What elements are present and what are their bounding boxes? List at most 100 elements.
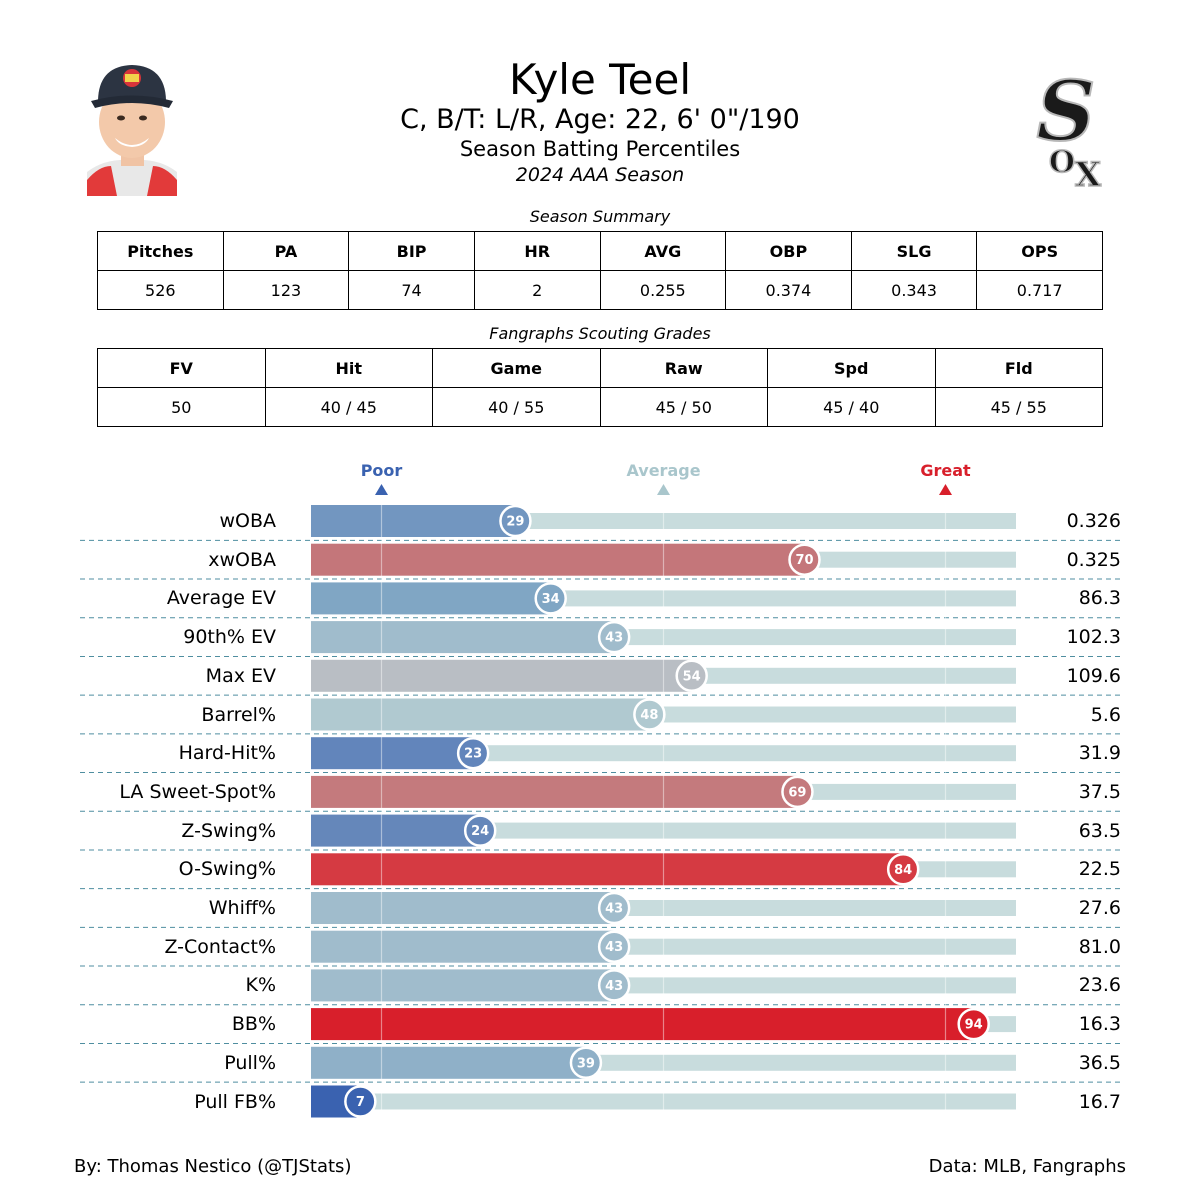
percentile-marker (886, 853, 920, 886)
percentile-marker (957, 1007, 990, 1041)
summary-header-ops: OPS (976, 231, 1103, 271)
metric-value: 109.6 (1066, 664, 1121, 687)
metric-value: 27.6 (1078, 897, 1121, 919)
summary-value-pa: 123 (222, 270, 350, 310)
bar (311, 582, 551, 615)
metric-label: Pull% (224, 1051, 276, 1074)
percentile-marker (499, 504, 532, 538)
bar (311, 737, 474, 770)
summary-header-pitches: Pitches (97, 231, 224, 271)
bar (311, 892, 615, 924)
metric-label: xwOBA (208, 548, 276, 571)
metric-label: 90th% EV (183, 626, 276, 649)
percentile-marker (597, 930, 631, 963)
metric-label: LA Sweet-Spot% (119, 780, 276, 803)
bar (311, 853, 904, 886)
metric-label: Barrel% (201, 703, 276, 726)
grades-value-game: 40 / 55 (432, 387, 601, 427)
summary-value-avg: 0.255 (599, 270, 727, 310)
percentile-marker (569, 1046, 603, 1080)
grades-header-fld: Fld (934, 348, 1103, 388)
bar (311, 930, 615, 963)
legend-poor-label: Poor (361, 461, 403, 480)
percentile-marker (788, 543, 821, 576)
percentile-marker (781, 775, 814, 809)
player-headshot (85, 60, 180, 196)
percentile-marker (463, 814, 497, 847)
player-info: C, B/T: L/R, Age: 22, 6' 0"/190 (400, 104, 800, 135)
summary-value-bip: 74 (348, 270, 475, 310)
metric-label: Average EV (166, 587, 276, 610)
summary-header-pa: PA (222, 231, 350, 271)
percentile-label: 23 (464, 747, 482, 762)
metric-value: 0.325 (1066, 548, 1121, 571)
summary-header-avg: AVG (599, 231, 727, 271)
svg-text:S: S (1036, 64, 1095, 160)
svg-text:O: O (1049, 145, 1075, 180)
summary-header-bip: BIP (348, 231, 475, 271)
metric-label: Max EV (205, 664, 276, 687)
grades-value-raw: 45 / 50 (599, 387, 768, 427)
bar-track (311, 1093, 1016, 1110)
percentile-label: 7 (356, 1095, 365, 1110)
grades-header-raw: Raw (599, 348, 768, 388)
percentile-marker (344, 1085, 377, 1118)
percentile-label: 39 (577, 1056, 595, 1071)
bar (311, 659, 692, 692)
footer-credit: By: Thomas Nestico (@TJStats) (74, 1156, 352, 1177)
season-label: 2024 AAA Season (515, 164, 685, 186)
metric-label: BB% (231, 1013, 276, 1036)
percentile-marker (675, 659, 708, 693)
percentile-chart: Poor Average Great 29 70 34 43 54 48 23 69 24 84 43 43… (80, 461, 1120, 1121)
grades-header-game: Game (432, 348, 601, 388)
footer-source: Data: MLB, Fangraphs (928, 1156, 1126, 1177)
percentile-label: 43 (605, 902, 623, 917)
metric-value: 16.7 (1078, 1090, 1121, 1113)
grades-header-hit: Hit (264, 348, 433, 388)
scouting-grades-table: FV Hit Game Raw Spd Fld 50 40 / 45 40 / 55 45 / … (97, 348, 1103, 427)
percentile-marker (456, 736, 490, 770)
bar (311, 1008, 974, 1041)
metric-label: Pull FB% (194, 1090, 276, 1113)
player-name: Kyle Teel (508, 55, 692, 104)
metric-value: 23.6 (1078, 974, 1121, 997)
metric-label: O-Swing% (178, 858, 276, 881)
metric-value: 63.5 (1078, 819, 1121, 842)
legend-average-label: Average (626, 461, 700, 480)
percentile-label: 43 (605, 940, 623, 955)
percentile-label: 54 (683, 669, 701, 684)
season-summary-table: Pitches PA BIP HR AVG OBP SLG OPS 526 123 74 2 0.25… (97, 231, 1103, 310)
metric-value: 22.5 (1078, 858, 1121, 881)
grades-value-fv: 50 (97, 387, 266, 427)
metric-value: 81.0 (1078, 935, 1121, 958)
legend-poor-marker (375, 484, 388, 495)
season-summary-title: Season Summary (529, 207, 671, 226)
percentile-label: 43 (605, 979, 623, 994)
scouting-grades-title: Fangraphs Scouting Grades (489, 324, 711, 343)
chart-subtitle: Season Batting Percentiles (459, 137, 741, 161)
metric-value: 16.3 (1078, 1013, 1121, 1036)
grades-value-hit: 40 / 45 (264, 387, 433, 427)
svg-text:X: X (1075, 155, 1102, 190)
metric-label: Z-Swing% (181, 819, 276, 842)
metric-value: 0.326 (1066, 510, 1121, 532)
bar (311, 1046, 586, 1079)
legend-great-label: Great (920, 461, 971, 480)
percentile-label: 84 (894, 863, 912, 878)
metric-value: 102.3 (1066, 626, 1121, 649)
metric-value: 31.9 (1078, 742, 1121, 765)
percentile-marker (597, 891, 631, 925)
percentile-marker (534, 582, 567, 615)
percentile-label: 34 (542, 592, 560, 607)
metric-value: 37.5 (1078, 780, 1121, 803)
bar (311, 775, 798, 808)
grades-header-spd: Spd (767, 348, 936, 388)
metric-label: Z-Contact% (164, 935, 276, 958)
summary-value-ops: 0.717 (976, 270, 1103, 310)
percentile-label: 94 (965, 1018, 983, 1033)
summary-value-pitches: 526 (97, 270, 224, 310)
metric-value: 86.3 (1078, 587, 1121, 610)
bar (311, 505, 516, 537)
bar (311, 621, 615, 654)
metric-label: Hard-Hit% (178, 742, 276, 765)
